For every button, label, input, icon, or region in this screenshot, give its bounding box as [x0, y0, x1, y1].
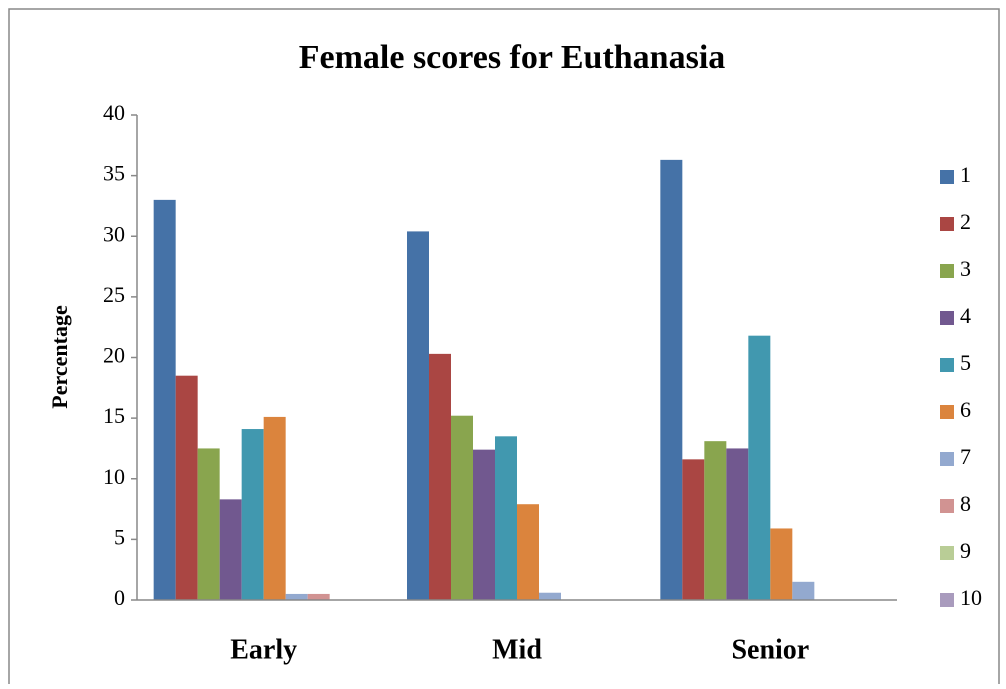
legend-label: 2 [960, 209, 971, 234]
legend-label: 1 [960, 162, 971, 187]
y-tick-label: 20 [103, 343, 125, 368]
y-tick-label: 40 [103, 100, 125, 125]
x-tick-label: Senior [731, 634, 809, 665]
y-tick-label: 5 [114, 524, 125, 549]
bar [704, 441, 727, 600]
legend-swatch [940, 499, 954, 513]
legend-swatch [940, 452, 954, 466]
bar [241, 429, 264, 600]
legend-label: 3 [960, 256, 971, 281]
legend-label: 9 [960, 538, 971, 563]
bar [539, 592, 561, 600]
x-tick-label: Early [230, 634, 297, 665]
y-tick-label: 30 [103, 221, 125, 246]
bar [682, 459, 705, 600]
bar [197, 448, 220, 600]
bar [660, 159, 683, 601]
legend-swatch [940, 405, 954, 419]
legend-swatch [940, 546, 954, 560]
bar [517, 504, 539, 600]
legend-label: 10 [960, 585, 982, 610]
bar [307, 593, 330, 600]
bar [429, 353, 451, 600]
y-tick-label: 10 [103, 464, 125, 489]
y-axis-title: Percentage [47, 305, 72, 409]
legend-label: 6 [960, 397, 971, 422]
legend-label: 4 [960, 303, 971, 328]
y-tick-label: 0 [114, 585, 125, 610]
legend-swatch [940, 170, 954, 184]
legend-label: 5 [960, 350, 971, 375]
y-tick-label: 35 [103, 161, 125, 186]
legend-swatch [940, 217, 954, 231]
bar [285, 593, 308, 600]
bar [495, 436, 517, 600]
legend-swatch [940, 264, 954, 278]
y-tick-label: 15 [103, 403, 125, 428]
bar [726, 448, 749, 600]
legend-swatch [940, 311, 954, 325]
bar [263, 416, 286, 600]
x-tick-label: Mid [492, 634, 542, 665]
bar [770, 528, 793, 600]
y-tick-label: 25 [103, 282, 125, 307]
bar [792, 581, 815, 600]
bar [748, 335, 771, 600]
bar [451, 415, 473, 600]
legend-swatch [940, 358, 954, 372]
bar [473, 449, 495, 600]
legend-label: 8 [960, 491, 971, 516]
chart-title: Female scores for Euthanasia [299, 39, 726, 76]
bar [219, 499, 242, 600]
bar [407, 231, 429, 600]
legend-swatch [940, 593, 954, 607]
legend-label: 7 [960, 444, 971, 469]
bar [175, 375, 198, 600]
bar [153, 199, 176, 600]
